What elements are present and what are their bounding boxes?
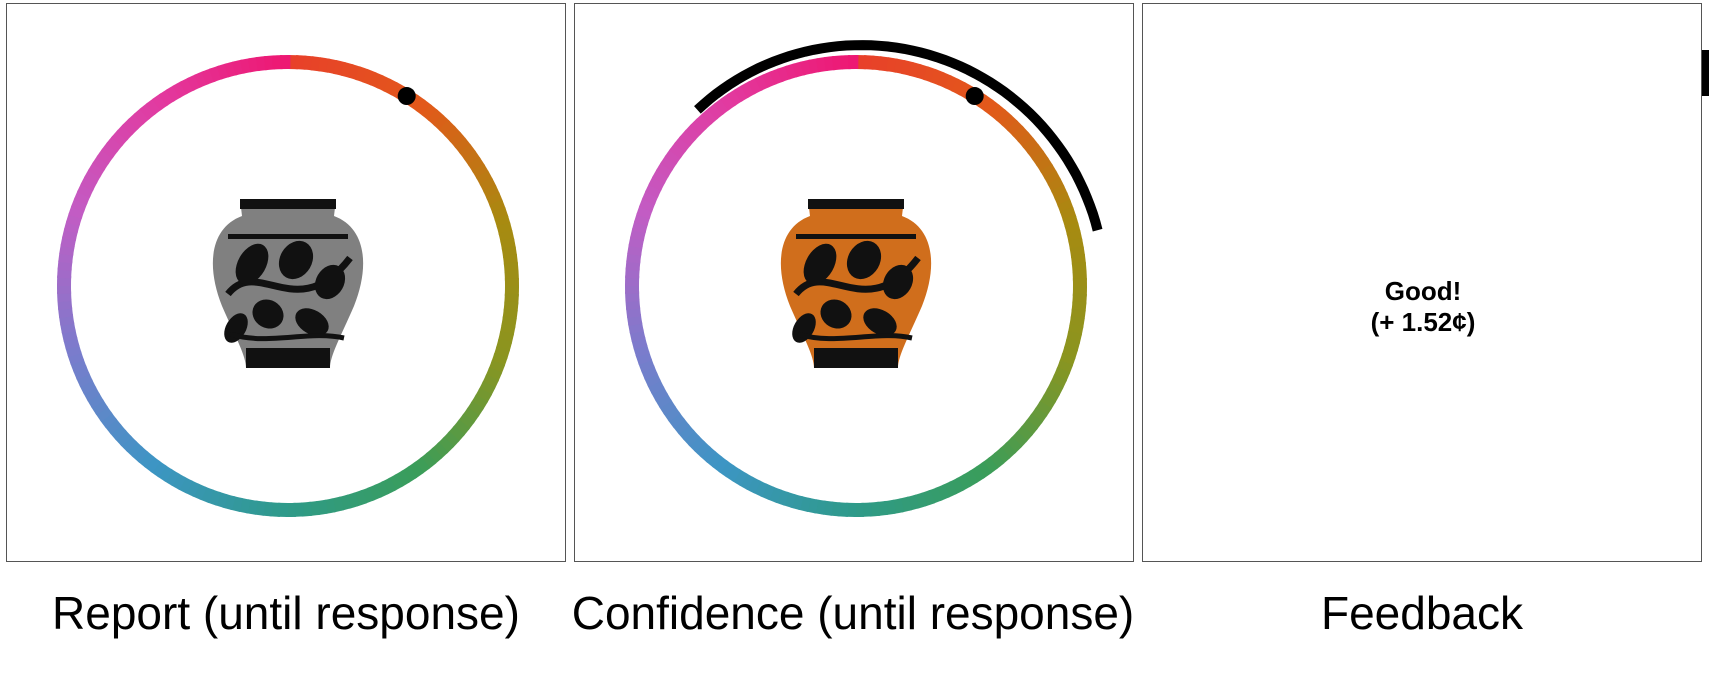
vase-foot [246,348,330,368]
feedback-message: Good! (+ 1.52¢) [1143,276,1703,338]
vase-leaf [278,240,314,280]
confidence-arc[interactable] [694,40,1103,232]
confidence-panel [574,3,1134,562]
vase-leaf [820,299,852,329]
vase-leaf [803,243,837,285]
feedback-caption: Feedback [1320,587,1523,639]
report-panel [6,3,566,562]
confidence-panel-canvas [625,40,1103,518]
vase-leaf [252,299,284,329]
report-panel-canvas [57,55,520,518]
color-wheel[interactable] [57,55,520,518]
report-caption: Report (until response) [52,587,520,639]
edge-mark [1702,50,1709,96]
vase-leaf [295,308,329,336]
response-marker [397,87,416,106]
vase-lower-band [229,331,345,342]
vase-lower-band [797,331,913,342]
vase-stimulus [212,199,364,368]
vase-rim [808,199,904,209]
feedback-line-1: Good! [1384,276,1462,306]
vase-leaf [863,308,897,336]
vase-band [228,234,348,239]
feedback-panel: Good! (+ 1.52¢) [1142,3,1702,562]
response-marker [965,87,984,106]
vase-leaf [846,240,882,280]
vase-stimulus [780,199,932,368]
vase-band [796,234,916,239]
vase-rim [240,199,336,209]
vase-leaf [235,243,269,285]
vase-leaf [314,264,346,300]
color-wheel[interactable] [625,55,1088,518]
vase-foot [814,348,898,368]
feedback-line-2: (+ 1.52¢) [1370,307,1476,337]
vase-leaf [882,264,914,300]
confidence-caption: Confidence (until response) [571,587,1135,639]
